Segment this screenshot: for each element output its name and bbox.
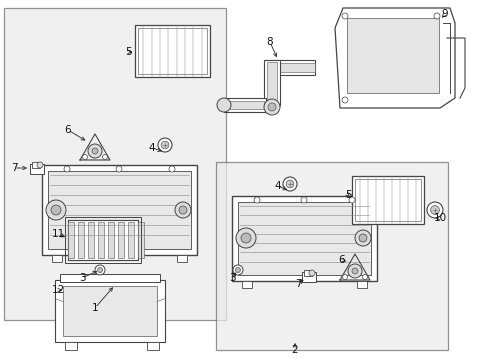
Bar <box>4 8 226 320</box>
Circle shape <box>431 206 440 215</box>
Bar <box>264 60 280 105</box>
Bar <box>355 179 421 221</box>
Bar <box>68 222 74 258</box>
Circle shape <box>236 228 256 248</box>
Circle shape <box>92 148 98 154</box>
Text: 2: 2 <box>292 345 298 355</box>
Bar <box>138 28 207 74</box>
Circle shape <box>352 268 358 274</box>
Bar <box>238 202 371 275</box>
Bar <box>88 222 94 258</box>
Bar <box>302 272 316 282</box>
Circle shape <box>98 267 102 273</box>
Text: 6: 6 <box>339 255 345 265</box>
Circle shape <box>179 206 187 214</box>
Circle shape <box>342 13 348 19</box>
Circle shape <box>264 99 280 115</box>
Circle shape <box>427 202 443 218</box>
Bar <box>352 176 424 224</box>
Text: 5: 5 <box>344 190 351 200</box>
Circle shape <box>348 264 362 278</box>
Bar <box>128 222 134 258</box>
Text: 12: 12 <box>51 285 65 295</box>
Bar <box>98 222 104 258</box>
Bar <box>63 286 157 336</box>
Circle shape <box>241 233 251 243</box>
Text: 3: 3 <box>229 273 235 283</box>
Bar <box>118 222 124 258</box>
Circle shape <box>37 162 43 168</box>
Circle shape <box>286 180 294 188</box>
Text: 4: 4 <box>148 143 155 153</box>
Circle shape <box>301 197 307 203</box>
Bar <box>147 342 159 350</box>
Text: 11: 11 <box>51 229 65 239</box>
Bar <box>65 342 77 350</box>
Text: 10: 10 <box>434 213 446 223</box>
Circle shape <box>268 103 276 111</box>
Text: 5: 5 <box>124 47 131 57</box>
Bar <box>78 222 84 258</box>
Bar <box>216 162 448 350</box>
Circle shape <box>434 13 440 19</box>
Circle shape <box>88 144 102 158</box>
Bar <box>224 98 266 112</box>
Bar <box>242 281 252 288</box>
Text: 4: 4 <box>275 181 281 191</box>
Bar <box>108 222 114 258</box>
Bar <box>267 62 277 103</box>
Circle shape <box>161 141 169 149</box>
Bar <box>68 220 138 260</box>
Circle shape <box>283 177 297 191</box>
Circle shape <box>342 97 348 103</box>
Polygon shape <box>335 8 455 108</box>
Bar <box>177 255 187 262</box>
Circle shape <box>359 234 367 242</box>
Circle shape <box>95 265 105 275</box>
Circle shape <box>102 154 107 159</box>
Bar <box>60 274 160 282</box>
Bar <box>347 18 439 93</box>
Bar <box>32 162 40 168</box>
Bar <box>30 164 44 174</box>
Circle shape <box>46 200 66 220</box>
Bar <box>226 101 264 109</box>
Text: 8: 8 <box>267 37 273 47</box>
Bar <box>65 217 141 263</box>
Text: 7: 7 <box>294 279 301 289</box>
Bar <box>48 171 191 249</box>
Text: 7: 7 <box>11 163 17 173</box>
Circle shape <box>233 265 243 275</box>
Text: 6: 6 <box>65 125 72 135</box>
Circle shape <box>355 230 371 246</box>
Bar <box>232 196 377 281</box>
Circle shape <box>169 166 175 172</box>
Circle shape <box>309 270 315 276</box>
Circle shape <box>217 98 231 112</box>
Circle shape <box>82 154 88 159</box>
Circle shape <box>363 274 368 279</box>
Circle shape <box>116 166 122 172</box>
Bar <box>135 25 210 77</box>
Bar <box>357 281 367 288</box>
Bar <box>55 280 165 342</box>
Circle shape <box>64 166 70 172</box>
Bar <box>138 222 144 258</box>
Bar <box>265 60 315 75</box>
Circle shape <box>349 197 355 203</box>
Bar <box>42 165 197 255</box>
Bar <box>52 255 62 262</box>
Circle shape <box>254 197 260 203</box>
Bar <box>304 270 312 276</box>
Circle shape <box>158 138 172 152</box>
Text: 1: 1 <box>92 303 98 313</box>
Text: 3: 3 <box>79 273 85 283</box>
Circle shape <box>236 267 241 273</box>
Circle shape <box>343 274 347 279</box>
Circle shape <box>175 202 191 218</box>
Text: 9: 9 <box>441 9 448 19</box>
Bar <box>265 63 315 72</box>
Circle shape <box>51 205 61 215</box>
